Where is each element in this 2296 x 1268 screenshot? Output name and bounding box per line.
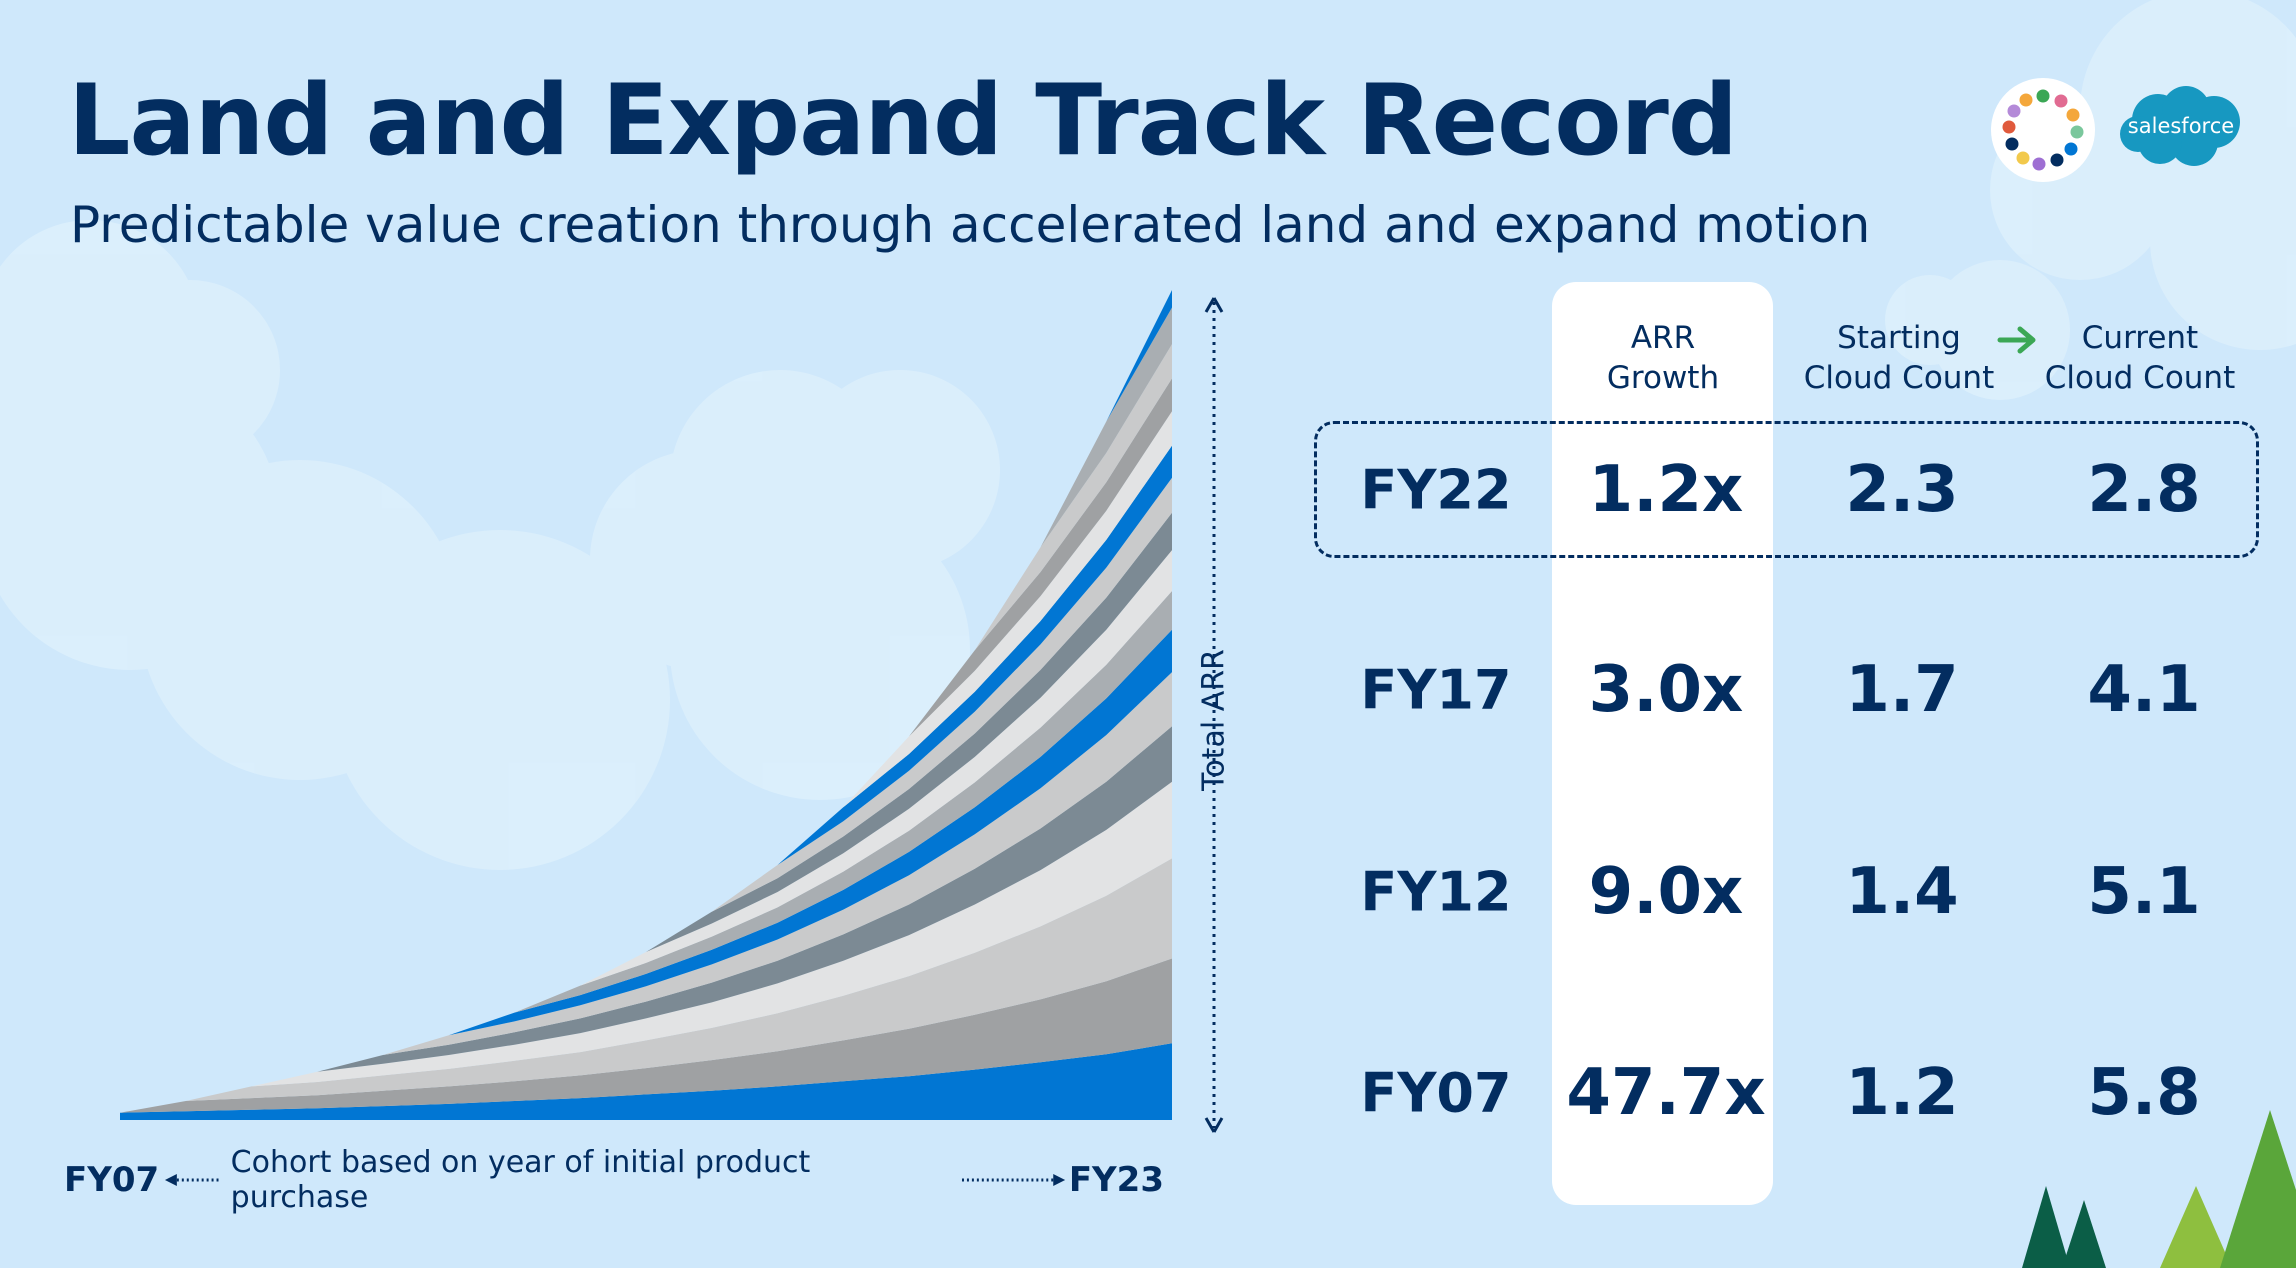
row-year: FY07 — [1360, 1061, 1512, 1125]
row-starting-count: 1.4 — [1845, 855, 1959, 929]
salesforce-wordmark: salesforce — [2127, 114, 2235, 138]
colored-dots-ring-icon — [1991, 78, 2095, 182]
row-arr-growth: 9.0x — [1588, 855, 1744, 929]
cohort-area-3 — [120, 858, 1172, 1113]
row-starting-count: 1.7 — [1845, 653, 1959, 727]
x-axis-footer: FY07 Cohort based on year of initial pro… — [64, 1145, 1164, 1215]
row-current-count: 2.8 — [2087, 453, 2201, 527]
fy22-row-highlight — [1314, 421, 2259, 558]
current-header-line1: Current — [2081, 320, 2199, 356]
row-current-count: 4.1 — [2087, 653, 2201, 727]
starting-header-line1: Starting — [1837, 320, 1961, 356]
starting-cloud-count-header: Starting Cloud Count — [1804, 318, 1994, 398]
stacked-area-chart — [120, 290, 1172, 1120]
arr-growth-header-line1: ARR — [1630, 320, 1696, 356]
page-subtitle: Predictable value creation through accel… — [70, 196, 1871, 254]
row-year: FY22 — [1360, 458, 1512, 522]
x-start-label: FY07 — [64, 1160, 160, 1200]
cohort-area-2 — [120, 958, 1172, 1113]
row-arr-growth: 47.7x — [1566, 1056, 1766, 1130]
arr-growth-header: ARR Growth — [1607, 318, 1719, 398]
wreath-dots — [2002, 89, 2084, 171]
row-year: FY17 — [1360, 658, 1512, 722]
row-starting-count: 2.3 — [1845, 453, 1959, 527]
row-current-count: 5.1 — [2087, 855, 2201, 929]
right-arrow-icon — [1997, 326, 2036, 354]
right-dotted-arrow-icon — [961, 1174, 1065, 1186]
current-cloud-count-header: Current Cloud Count — [2045, 318, 2235, 398]
y-axis-label: Total ARR — [1196, 649, 1232, 791]
row-year: FY12 — [1360, 860, 1512, 924]
salesforce-cloud-logo-icon: salesforce — [2114, 80, 2248, 176]
row-arr-growth: 1.2x — [1588, 453, 1744, 527]
pine-trees-decoration — [2022, 1110, 2296, 1268]
total-arr-axis-arrow — [1204, 297, 1224, 1133]
page-title: Land and Expand Track Record — [68, 64, 1738, 178]
current-header-line2: Cloud Count — [2044, 360, 2236, 396]
row-current-count: 5.8 — [2087, 1056, 2201, 1130]
row-starting-count: 1.2 — [1845, 1056, 1959, 1130]
starting-header-line2: Cloud Count — [1803, 360, 1995, 396]
arr-growth-header-line2: Growth — [1606, 360, 1720, 396]
x-axis-description: Cohort based on year of initial product … — [230, 1145, 811, 1215]
salesforce-cloud-shape — [2120, 86, 2240, 166]
arr-growth-column-highlight — [1552, 282, 1773, 1205]
left-dotted-arrow-icon — [165, 1174, 219, 1186]
x-end-label: FY23 — [1068, 1160, 1164, 1200]
row-arr-growth: 3.0x — [1588, 653, 1744, 727]
cohort-area-4 — [120, 781, 1172, 1113]
cohort-area-1 — [120, 1043, 1172, 1120]
